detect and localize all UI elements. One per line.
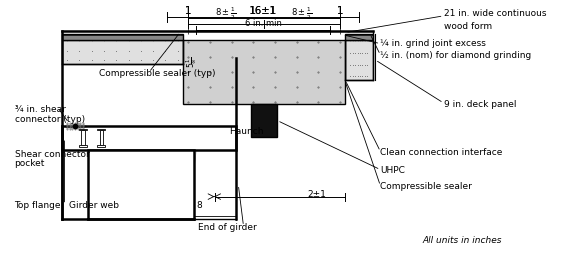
Text: ¾ in. shear: ¾ in. shear <box>15 105 65 114</box>
Bar <box>79 129 87 130</box>
Text: 1: 1 <box>337 6 343 16</box>
Text: ¼ in. grind joint excess: ¼ in. grind joint excess <box>380 39 486 48</box>
Text: 21 in. wide continuous: 21 in. wide continuous <box>443 10 546 19</box>
Text: UHPC: UHPC <box>380 166 405 175</box>
Polygon shape <box>62 126 235 150</box>
Text: Haunch: Haunch <box>229 127 264 136</box>
Text: 16±1: 16±1 <box>250 6 278 16</box>
Text: 8: 8 <box>196 201 202 210</box>
Bar <box>251 104 277 137</box>
Text: Shear connector: Shear connector <box>15 150 89 159</box>
Bar <box>79 145 87 147</box>
Text: pocket: pocket <box>15 159 45 168</box>
Text: ½ in. (nom) for diamond grinding: ½ in. (nom) for diamond grinding <box>380 51 532 60</box>
Text: Compressible sealer: Compressible sealer <box>380 182 472 191</box>
Polygon shape <box>62 40 183 64</box>
Text: connector (typ): connector (typ) <box>15 115 85 124</box>
Bar <box>100 130 103 145</box>
Text: $8\pm\frac{1}{2}$: $8\pm\frac{1}{2}$ <box>215 6 237 22</box>
Text: 2±1: 2±1 <box>308 190 327 199</box>
Text: 16±1: 16±1 <box>250 6 277 16</box>
Text: $8\pm\frac{1}{2}$: $8\pm\frac{1}{2}$ <box>291 6 312 22</box>
Text: Compressible sealer (typ): Compressible sealer (typ) <box>99 69 215 78</box>
Bar <box>345 34 373 40</box>
Text: 6 in. min: 6 in. min <box>245 19 282 28</box>
Text: All units in inches: All units in inches <box>422 236 502 245</box>
Bar <box>97 129 105 130</box>
Text: 9 in. deck panel: 9 in. deck panel <box>443 100 516 109</box>
Text: 1: 1 <box>185 6 192 16</box>
Text: Top flange: Top flange <box>15 201 61 210</box>
Bar <box>97 145 105 147</box>
Text: End of girder: End of girder <box>198 222 257 232</box>
Polygon shape <box>88 150 193 219</box>
Bar <box>81 130 84 145</box>
Text: 1: 1 <box>337 6 343 16</box>
Polygon shape <box>183 40 345 104</box>
Text: wood form: wood form <box>443 22 492 31</box>
Bar <box>62 34 183 40</box>
Text: 1: 1 <box>185 6 191 16</box>
Text: Girder web: Girder web <box>69 201 119 210</box>
Text: Clean connection interface: Clean connection interface <box>380 149 503 158</box>
Polygon shape <box>345 40 373 80</box>
Text: $5\frac{1}{\infty}$: $5\frac{1}{\infty}$ <box>184 57 197 68</box>
